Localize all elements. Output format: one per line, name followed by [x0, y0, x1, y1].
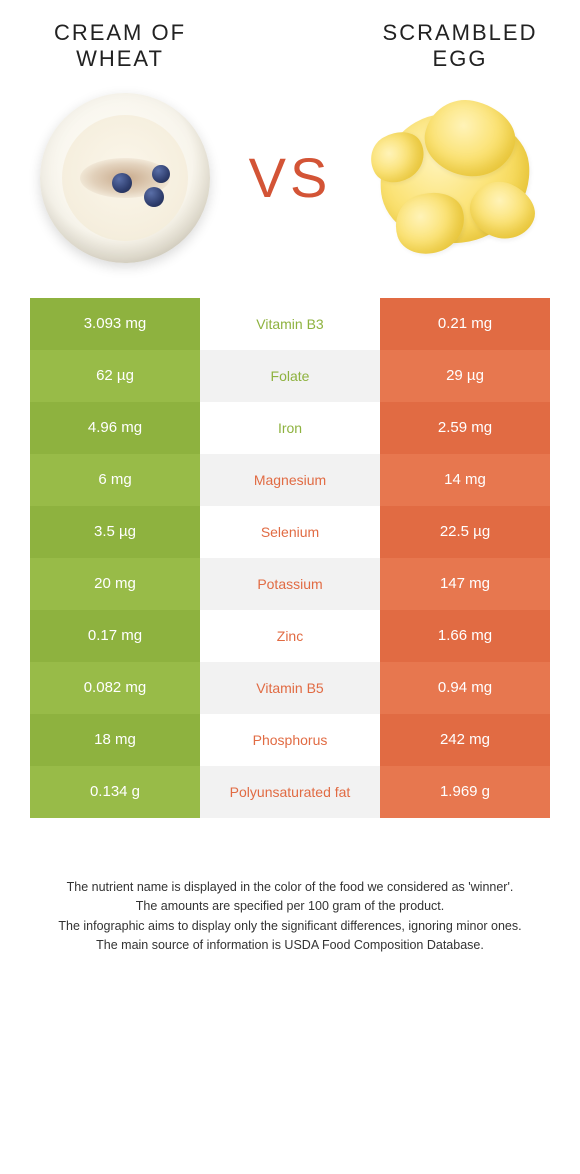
- nutrient-label: Folate: [200, 350, 380, 402]
- nutrient-row: 18 mgPhosphorus242 mg: [30, 714, 550, 766]
- food1-value: 6 mg: [30, 454, 200, 506]
- nutrient-row: 0.134 gPolyunsaturated fat1.969 g: [30, 766, 550, 818]
- food1-title: CREAM OF WHEAT: [30, 20, 210, 73]
- nutrient-label: Phosphorus: [200, 714, 380, 766]
- food1-value: 3.5 µg: [30, 506, 200, 558]
- nutrient-row: 20 mgPotassium147 mg: [30, 558, 550, 610]
- food2-value: 1.66 mg: [380, 610, 550, 662]
- food1-value: 0.17 mg: [30, 610, 200, 662]
- food2-value: 2.59 mg: [380, 402, 550, 454]
- food2-value: 0.94 mg: [380, 662, 550, 714]
- nutrient-label: Vitamin B5: [200, 662, 380, 714]
- nutrient-row: 4.96 mgIron2.59 mg: [30, 402, 550, 454]
- food1-value: 4.96 mg: [30, 402, 200, 454]
- nutrient-table: 3.093 mgVitamin B30.21 mg62 µgFolate29 µ…: [30, 298, 550, 818]
- nutrient-label: Polyunsaturated fat: [200, 766, 380, 818]
- images-row: VS: [30, 83, 550, 273]
- food1-value: 0.134 g: [30, 766, 200, 818]
- nutrient-label: Iron: [200, 402, 380, 454]
- nutrient-row: 0.17 mgZinc1.66 mg: [30, 610, 550, 662]
- food2-value: 14 mg: [380, 454, 550, 506]
- nutrient-label: Vitamin B3: [200, 298, 380, 350]
- food2-value: 29 µg: [380, 350, 550, 402]
- infographic-container: CREAM OF WHEAT SCRAMBLED EGG VS: [0, 0, 580, 985]
- nutrient-label: Potassium: [200, 558, 380, 610]
- food2-image: [360, 83, 550, 273]
- food1-title-line1: CREAM OF: [54, 20, 186, 45]
- food1-value: 18 mg: [30, 714, 200, 766]
- header-titles: CREAM OF WHEAT SCRAMBLED EGG: [30, 20, 550, 73]
- nutrient-row: 3.5 µgSelenium22.5 µg: [30, 506, 550, 558]
- food1-value: 20 mg: [30, 558, 200, 610]
- food1-value: 0.082 mg: [30, 662, 200, 714]
- food1-image: [30, 83, 220, 273]
- nutrient-row: 6 mgMagnesium14 mg: [30, 454, 550, 506]
- food2-value: 0.21 mg: [380, 298, 550, 350]
- food2-title-line1: SCRAMBLED: [383, 20, 538, 45]
- nutrient-label: Selenium: [200, 506, 380, 558]
- footnote-line: The infographic aims to display only the…: [30, 917, 550, 936]
- footnotes: The nutrient name is displayed in the co…: [30, 878, 550, 956]
- food1-value: 62 µg: [30, 350, 200, 402]
- food2-value: 242 mg: [380, 714, 550, 766]
- food2-title-line2: EGG: [433, 46, 488, 71]
- nutrient-row: 0.082 mgVitamin B50.94 mg: [30, 662, 550, 714]
- food2-value: 1.969 g: [380, 766, 550, 818]
- footnote-line: The main source of information is USDA F…: [30, 936, 550, 955]
- nutrient-row: 62 µgFolate29 µg: [30, 350, 550, 402]
- food2-value: 22.5 µg: [380, 506, 550, 558]
- footnote-line: The nutrient name is displayed in the co…: [30, 878, 550, 897]
- footnote-line: The amounts are specified per 100 gram o…: [30, 897, 550, 916]
- food1-value: 3.093 mg: [30, 298, 200, 350]
- vs-label: VS: [249, 145, 332, 210]
- food2-title: SCRAMBLED EGG: [370, 20, 550, 73]
- nutrient-label: Zinc: [200, 610, 380, 662]
- food2-value: 147 mg: [380, 558, 550, 610]
- nutrient-row: 3.093 mgVitamin B30.21 mg: [30, 298, 550, 350]
- nutrient-label: Magnesium: [200, 454, 380, 506]
- food1-title-line2: WHEAT: [76, 46, 164, 71]
